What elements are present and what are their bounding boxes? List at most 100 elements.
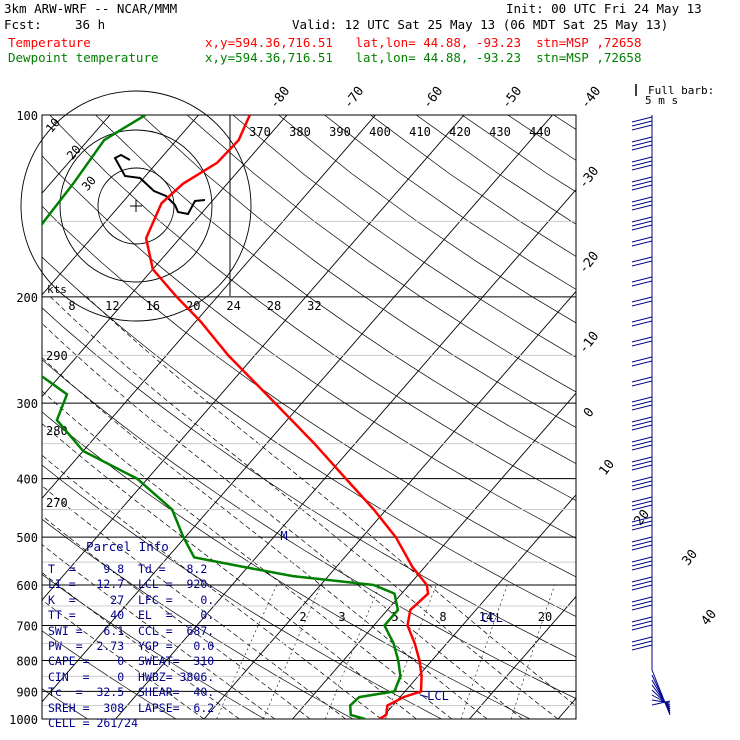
theta-e-label: 420 bbox=[449, 125, 471, 139]
wind-barb bbox=[631, 544, 653, 551]
wind-barb bbox=[631, 120, 653, 127]
wind-barb bbox=[631, 424, 653, 431]
isotherm-label: -70 bbox=[341, 84, 367, 112]
dry-adiabat-line bbox=[186, 115, 576, 393]
wind-barb bbox=[631, 504, 653, 511]
isotherm-label: 40 bbox=[699, 607, 720, 629]
theta-e-label: 390 bbox=[329, 125, 351, 139]
dry-adiabat-line bbox=[42, 359, 576, 699]
pressure-tick-label: 800 bbox=[16, 654, 38, 668]
wind-barb bbox=[631, 116, 653, 123]
wind-barb-lower bbox=[651, 679, 671, 712]
wind-barb bbox=[631, 640, 653, 647]
wind-barb bbox=[631, 224, 653, 231]
hodograph-ring bbox=[20, 90, 252, 322]
dry-adiabat-line bbox=[370, 115, 576, 257]
isotherm-label: -20 bbox=[576, 249, 602, 277]
wind-barb bbox=[631, 416, 653, 423]
wind-barb bbox=[631, 540, 653, 547]
parcel-info-row: SREH = 308 LAPSE= 6.2 bbox=[48, 700, 215, 715]
moist-adiabat-line bbox=[42, 544, 276, 719]
dry-adiabat-label: 270 bbox=[46, 496, 68, 510]
theta-e-label: 370 bbox=[249, 125, 271, 139]
isotherm-line bbox=[380, 494, 576, 719]
mixing-ratio-line bbox=[263, 584, 322, 719]
isotherm-line bbox=[115, 189, 576, 719]
wind-barb bbox=[631, 520, 653, 527]
wind-barb bbox=[631, 476, 653, 483]
wind-barb-lower bbox=[651, 699, 671, 704]
pressure-tick-label: 1000 bbox=[9, 713, 38, 727]
isotherm-label: 10 bbox=[597, 457, 618, 479]
isotherm-label: -60 bbox=[420, 84, 446, 112]
wind-barb bbox=[631, 204, 653, 211]
m-marker: M bbox=[280, 529, 287, 543]
dry-adiabat-line bbox=[141, 115, 576, 428]
pressure-tick-label: 400 bbox=[16, 473, 38, 487]
pressure-tick-label: 100 bbox=[16, 109, 38, 123]
hodograph-units: kts bbox=[47, 283, 67, 296]
wind-barb bbox=[631, 396, 653, 403]
wind-barb bbox=[631, 444, 653, 451]
wind-barb bbox=[631, 556, 653, 563]
wind-barb bbox=[631, 516, 653, 523]
wind-barb bbox=[631, 140, 653, 147]
wind-barb bbox=[631, 584, 653, 591]
valid-time: Valid: 12 UTC Sat 25 May 13 (06 MDT Sat … bbox=[292, 17, 669, 32]
wind-barb bbox=[631, 464, 653, 471]
wind-barb bbox=[631, 456, 653, 463]
isotherm-label: -50 bbox=[499, 84, 525, 112]
mixing-ratio-label: 2 bbox=[299, 610, 306, 624]
ccl-marker: CCL bbox=[481, 611, 503, 625]
hodograph-axis-label: 28 bbox=[267, 299, 281, 313]
wind-barb bbox=[631, 636, 653, 643]
wind-barb bbox=[631, 524, 653, 531]
dry-adiabat-line bbox=[507, 115, 576, 161]
plot-frame bbox=[41, 114, 577, 720]
wind-barb bbox=[631, 536, 653, 543]
parcel-info-row: LI = 12.7 LCL = 920. bbox=[48, 577, 215, 592]
wind-barb bbox=[631, 604, 653, 611]
dewpoint-location: x,y=594.36,716.51 lat,lon= 44.88, -93.23… bbox=[205, 50, 642, 65]
isotherm-label: 30 bbox=[680, 547, 701, 569]
wind-barb bbox=[631, 256, 653, 263]
wind-barb-lower bbox=[651, 689, 671, 708]
mixing-ratio-label: 5 bbox=[391, 610, 398, 624]
wind-barb bbox=[631, 564, 653, 571]
wind-barb bbox=[631, 144, 653, 151]
wind-barb bbox=[631, 196, 653, 203]
parcel-info-row: CELL = 261/24 bbox=[48, 716, 139, 730]
isotherm-line bbox=[42, 115, 465, 601]
barb-legend-line1: Full barb: bbox=[648, 84, 714, 97]
wind-barb bbox=[631, 340, 653, 347]
wind-barb-lower bbox=[651, 694, 671, 706]
isotherm-line bbox=[292, 392, 576, 719]
hodograph-ring-label: 30 bbox=[79, 173, 99, 193]
wind-barb bbox=[631, 356, 653, 363]
dry-adiabat-line bbox=[232, 115, 576, 358]
hodograph-axis-label: 16 bbox=[146, 299, 160, 313]
wind-barb bbox=[631, 484, 653, 491]
dry-adiabat-line bbox=[42, 155, 576, 539]
forecast-label: Fcst: bbox=[4, 17, 42, 32]
isotherm-label: -40 bbox=[578, 84, 604, 112]
mixing-ratio-line bbox=[511, 584, 555, 719]
wind-barb bbox=[631, 620, 653, 627]
dry-adiabat-line bbox=[49, 115, 576, 501]
wind-barb bbox=[631, 124, 653, 131]
wind-barb bbox=[631, 220, 653, 227]
parcel-info-row: SWI = 6.1 CCL = 687. bbox=[48, 623, 215, 638]
wind-barb bbox=[631, 280, 653, 287]
isotherm-line bbox=[203, 290, 576, 719]
wind-barb bbox=[631, 296, 653, 303]
wind-barb bbox=[631, 316, 653, 323]
wind-barb bbox=[631, 176, 653, 183]
dry-adiabat-lines bbox=[42, 115, 576, 719]
wind-barb bbox=[631, 560, 653, 567]
theta-e-label: 380 bbox=[289, 125, 311, 139]
wind-barb bbox=[631, 600, 653, 607]
mixing-ratio-line bbox=[216, 584, 277, 719]
moist-adiabat-line bbox=[42, 357, 488, 719]
mixing-ratio-label: 8 bbox=[439, 610, 446, 624]
